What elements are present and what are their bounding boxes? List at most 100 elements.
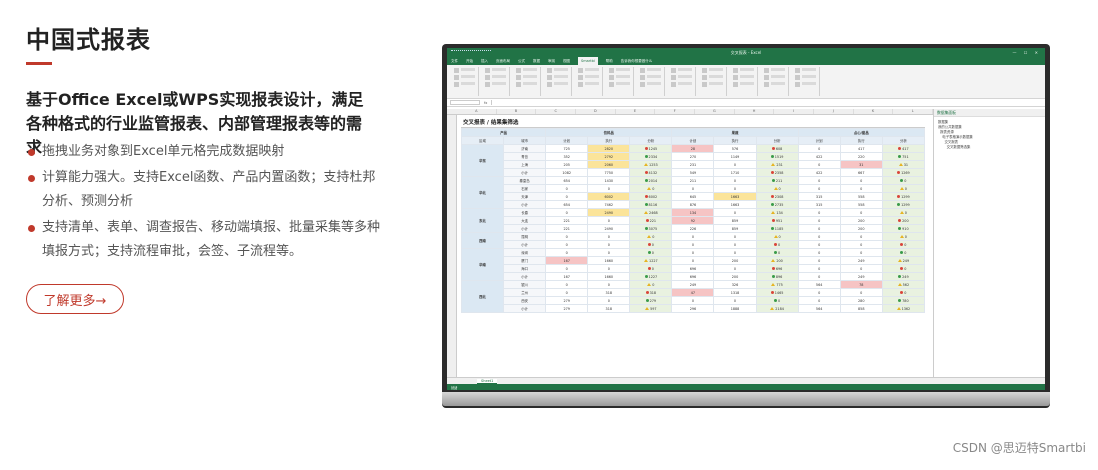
value-cell[interactable]: 0	[797, 216, 841, 225]
ribbon-button-icon[interactable]	[485, 82, 490, 87]
value-cell[interactable]: 31	[881, 160, 926, 169]
value-cell[interactable]: 0	[545, 248, 589, 257]
value-cell[interactable]: 6002	[587, 192, 631, 201]
ribbon-button-icon[interactable]	[671, 82, 676, 87]
value-cell[interactable]: 315	[797, 200, 841, 209]
value-cell[interactable]: 0	[587, 248, 631, 257]
ribbon-tab[interactable]: 告诉我你想要做什么	[620, 58, 653, 63]
value-cell[interactable]: 0	[797, 208, 841, 217]
value-cell[interactable]: 0	[797, 264, 841, 273]
value-cell[interactable]: 696	[755, 264, 799, 273]
ribbon-button-icon[interactable]	[454, 75, 459, 80]
city-cell[interactable]: 银川	[503, 280, 547, 289]
value-cell[interactable]: 2308	[755, 192, 799, 201]
city-cell[interactable]: 厦门	[503, 256, 547, 265]
value-cell[interactable]: 1519	[755, 152, 799, 161]
value-cell[interactable]: 1149	[713, 152, 757, 161]
region-cell[interactable]: 东北	[460, 208, 505, 233]
tree-node[interactable]: 交叉数据筛选集	[938, 145, 971, 149]
value-cell[interactable]: 0	[881, 208, 926, 217]
value-cell[interactable]: 0	[797, 160, 841, 169]
value-cell[interactable]: 0	[671, 232, 715, 241]
value-cell[interactable]: 1888	[713, 304, 757, 313]
value-cell[interactable]: 422	[797, 168, 841, 177]
ribbon-button-icon[interactable]	[578, 68, 583, 73]
value-cell[interactable]: 249	[839, 272, 883, 281]
value-cell[interactable]: 951	[755, 216, 799, 225]
city-cell[interactable]: 长春	[503, 208, 547, 217]
ribbon-button-icon[interactable]	[640, 75, 645, 80]
ribbon-button-label[interactable]	[492, 75, 506, 78]
city-cell[interactable]: 石家	[503, 184, 547, 193]
ribbon-button-label[interactable]	[771, 75, 785, 78]
city-cell[interactable]: 大连	[503, 216, 547, 225]
ribbon-button-icon[interactable]	[702, 75, 707, 80]
ribbon-button-icon[interactable]	[516, 75, 521, 80]
value-cell[interactable]: 0	[545, 264, 589, 273]
ribbon-button-icon[interactable]	[454, 68, 459, 73]
column-header[interactable]: C	[536, 109, 577, 114]
value-cell[interactable]: 0	[545, 240, 589, 249]
ribbon-button-label[interactable]	[616, 82, 630, 85]
value-cell[interactable]: 78	[839, 280, 883, 289]
value-cell[interactable]: 1253	[629, 160, 673, 169]
tree-node[interactable]: 报表资源	[938, 130, 954, 134]
value-cell[interactable]: 0	[587, 296, 631, 305]
ribbon-button-label[interactable]	[554, 82, 568, 85]
value-cell[interactable]: 0	[587, 216, 631, 225]
ribbon-button-icon[interactable]	[733, 82, 738, 87]
value-cell[interactable]: 780	[881, 296, 926, 305]
value-cell[interactable]: 221	[545, 224, 589, 233]
column-header[interactable]: G	[695, 109, 735, 114]
value-cell[interactable]: 326	[713, 280, 757, 289]
city-cell[interactable]: 海口	[503, 264, 547, 273]
value-cell[interactable]: 0	[881, 240, 926, 249]
value-cell[interactable]: 896	[755, 272, 799, 281]
value-cell[interactable]: 1430	[587, 176, 631, 185]
value-cell[interactable]: 1299	[881, 200, 926, 209]
value-cell[interactable]: 352	[545, 152, 589, 161]
value-cell[interactable]: 0	[587, 280, 631, 289]
value-cell[interactable]: 318	[629, 288, 673, 297]
value-cell[interactable]: 0	[839, 232, 883, 241]
formula-input[interactable]	[491, 100, 937, 105]
ribbon-button-label[interactable]	[492, 82, 506, 85]
column-header[interactable]: H	[735, 109, 775, 114]
ribbon-button-icon[interactable]	[516, 68, 521, 73]
ribbon-button-label[interactable]	[678, 82, 692, 85]
value-cell[interactable]: 1245	[629, 144, 673, 153]
value-cell[interactable]: 7750	[587, 168, 631, 177]
ribbon-button-icon[interactable]	[578, 82, 583, 87]
ribbon-button-icon[interactable]	[516, 82, 521, 87]
value-cell[interactable]: 0	[881, 184, 926, 193]
value-cell[interactable]: 231	[755, 160, 799, 169]
value-cell[interactable]: 221	[629, 216, 673, 225]
value-cell[interactable]: 211	[671, 176, 715, 185]
value-cell[interactable]: 0	[671, 296, 715, 305]
ribbon-tab[interactable]: 视图	[563, 58, 570, 63]
ribbon-button-label[interactable]	[585, 75, 599, 78]
value-cell[interactable]: 31	[839, 160, 883, 169]
value-cell[interactable]: 1299	[881, 192, 926, 201]
ribbon-button-icon[interactable]	[795, 68, 800, 73]
value-cell[interactable]: 28	[671, 144, 715, 153]
ribbon-button-label[interactable]	[740, 82, 754, 85]
ribbon-button-label[interactable]	[523, 82, 537, 85]
column-header[interactable]: L	[893, 109, 933, 114]
value-cell[interactable]: 0	[755, 184, 799, 193]
ribbon-button-icon[interactable]	[795, 82, 800, 87]
region-cell[interactable]: 华北	[460, 176, 505, 209]
ribbon-tab[interactable]: 开始	[466, 58, 473, 63]
ribbon-button-label[interactable]	[802, 75, 816, 78]
value-cell[interactable]: 0	[545, 280, 589, 289]
value-cell[interactable]: 0	[839, 240, 883, 249]
value-cell[interactable]: 0	[881, 176, 926, 185]
ribbon-button-label[interactable]	[709, 75, 723, 78]
value-cell[interactable]: 220	[839, 152, 883, 161]
value-cell[interactable]: 0	[797, 144, 841, 153]
value-cell[interactable]: 0	[587, 264, 631, 273]
value-cell[interactable]: 0	[713, 264, 757, 273]
value-cell[interactable]: 0	[713, 248, 757, 257]
value-cell[interactable]: 1710	[713, 168, 757, 177]
value-cell[interactable]: 597	[629, 304, 673, 313]
